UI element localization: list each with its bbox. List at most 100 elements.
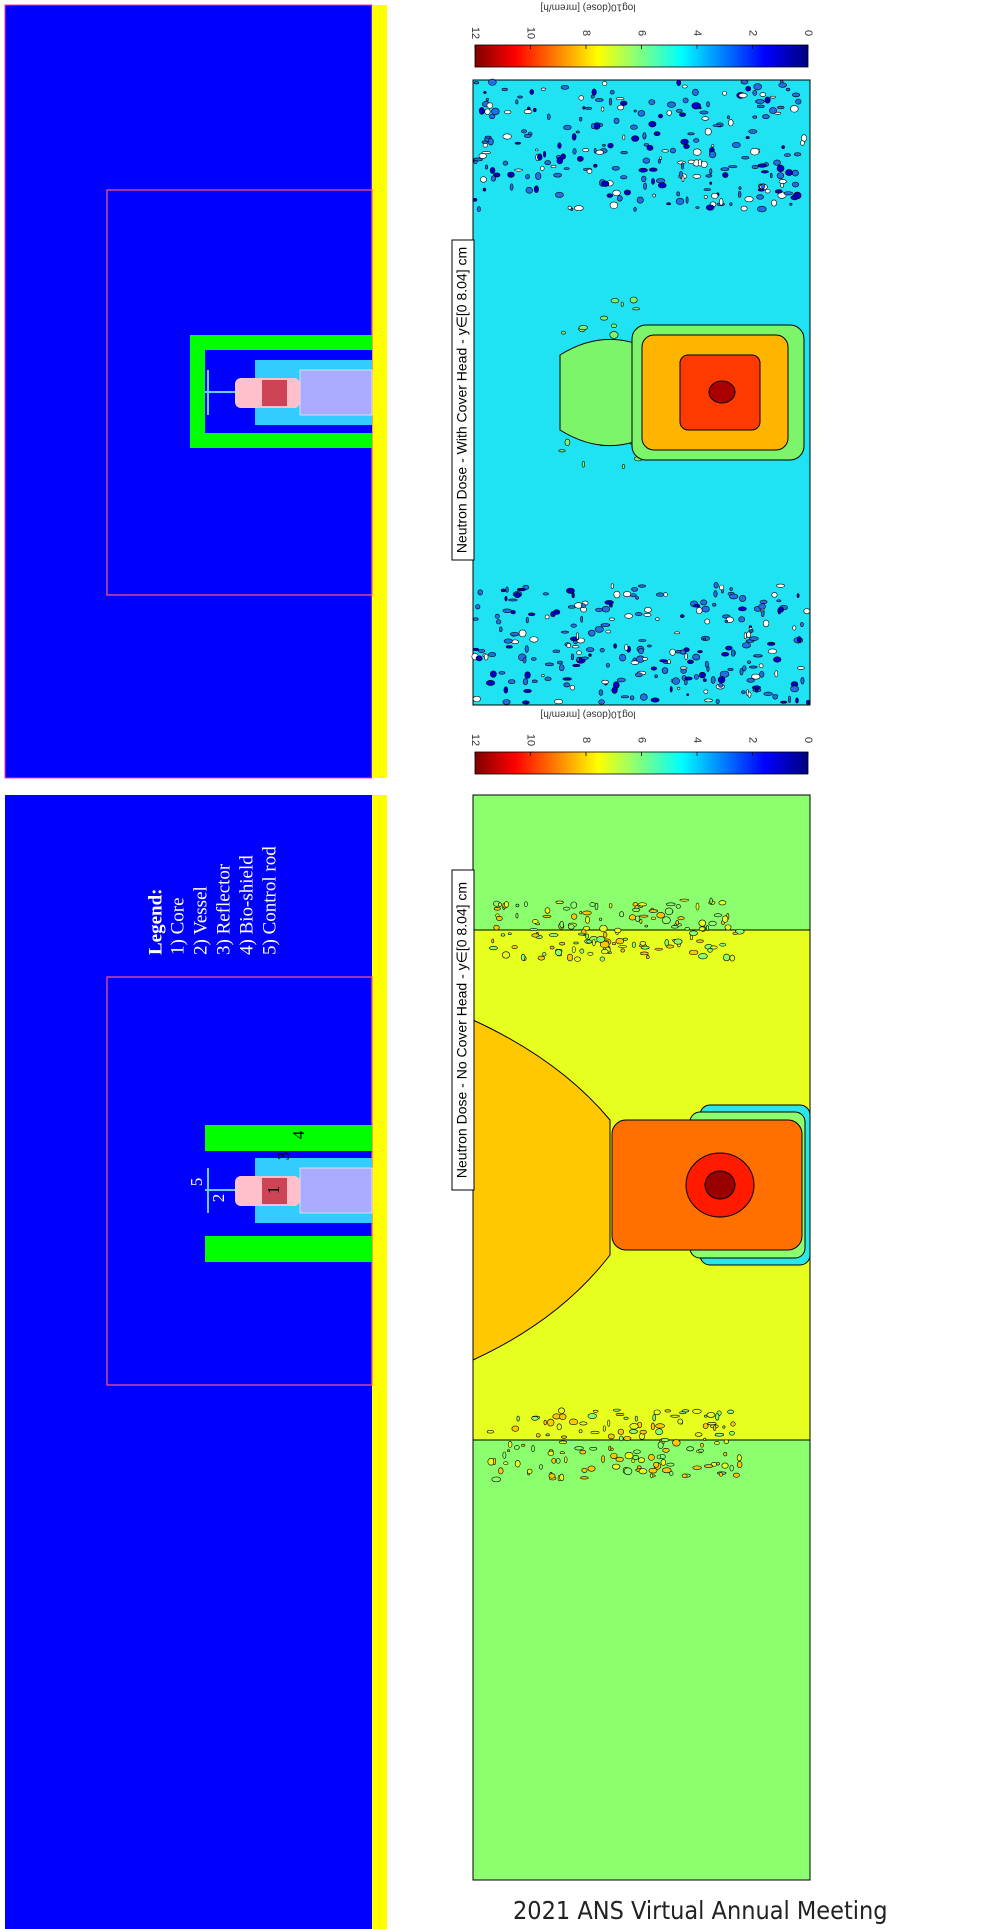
speckle [638,903,646,906]
speckle [634,207,637,211]
speckle [677,687,680,689]
speckle [567,643,571,647]
speckle [572,646,579,648]
speckle [603,932,607,937]
speckle [730,203,733,206]
speckle [473,198,477,201]
speckle [720,943,726,946]
speckle [613,190,621,196]
speckle [751,674,760,679]
speckle [624,1468,632,1475]
speckle [738,191,741,197]
speckle [696,903,699,910]
speckle [638,585,645,588]
speckle [777,173,784,179]
speckle [587,169,592,173]
speckle [658,183,666,188]
speckle [699,927,705,931]
speckle [647,145,653,150]
speckle [621,151,628,154]
speckle [551,165,556,167]
rods [300,370,372,415]
speckle [483,188,486,191]
speckle [806,700,809,704]
colorbar-tick-label: 0 [802,30,814,36]
speckle [536,1433,540,1437]
speckle [682,85,687,88]
speckle [645,925,648,927]
speckle [630,297,637,303]
speckle [519,630,526,637]
speckle [581,616,583,622]
speckle [586,648,594,652]
speckle [701,600,707,605]
speckle [654,132,660,136]
speckle [804,609,810,614]
speckle [782,146,785,149]
speckle [714,582,718,588]
speckle [638,1458,644,1463]
speckle [553,610,559,615]
speckle [572,946,575,952]
speckle [725,646,732,650]
speckle [503,609,512,613]
speckle [624,1417,628,1419]
speckle [693,654,700,660]
speckle [611,298,619,302]
speckle [560,1474,564,1481]
speckle [651,698,659,702]
speckle [647,645,651,647]
colorbar-tick-label: 8 [580,737,592,743]
speckle [484,654,488,660]
speckle [479,153,487,158]
speckle [651,667,657,670]
speckle [585,916,589,923]
speckle [714,1441,719,1444]
speckle [706,175,712,178]
speckle [777,600,781,602]
speckle [746,136,749,138]
speckle [650,1474,653,1478]
speckle [487,103,493,108]
speckle [671,926,678,929]
speckle [589,630,596,636]
speckle [733,1473,739,1477]
speckle [609,98,612,105]
speckle [580,911,582,914]
speckle [741,206,747,211]
speckle [781,701,787,703]
speckle [739,187,741,190]
speckle [484,91,487,93]
speckle [731,1422,736,1426]
speckle [733,932,737,934]
speckle [591,95,594,98]
colorbar-tick-label: 8 [580,30,592,36]
speckle [485,136,491,138]
speckle [495,614,500,618]
speckle [685,927,690,930]
speckle [663,1448,670,1452]
speckle [568,606,575,609]
speckle [556,901,564,904]
speckle [776,584,784,587]
speckle [714,914,722,917]
speckle [677,80,681,86]
speckle [680,899,689,901]
speckle [583,911,592,915]
speckle [521,1444,525,1446]
speckle [668,660,671,664]
speckle [612,687,618,693]
speckle [634,110,636,112]
speckle [566,588,574,593]
speckle [587,940,592,943]
speckle [719,684,723,688]
speckle [576,131,579,133]
speckle [764,692,773,696]
speckle [531,657,536,660]
speckle [564,683,570,687]
speckle [649,910,658,913]
speckle [761,610,764,616]
speckle [577,657,580,661]
speckle [757,105,764,108]
speckle [608,1420,610,1426]
